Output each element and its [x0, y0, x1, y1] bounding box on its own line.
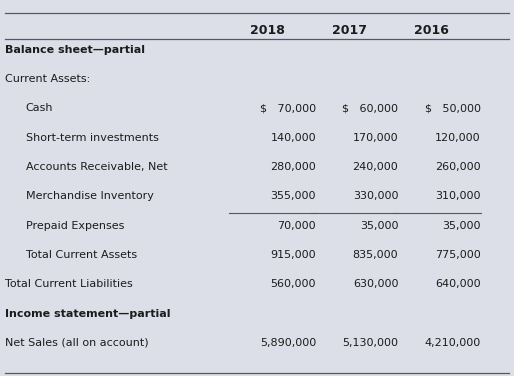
Text: 310,000: 310,000 [435, 191, 481, 201]
Text: Accounts Receivable, Net: Accounts Receivable, Net [26, 162, 168, 172]
Text: 5,130,000: 5,130,000 [342, 338, 398, 348]
Text: $   60,000: $ 60,000 [342, 103, 398, 113]
Text: 330,000: 330,000 [353, 191, 398, 201]
Text: Balance sheet—partial: Balance sheet—partial [5, 45, 145, 55]
Text: 240,000: 240,000 [353, 162, 398, 172]
Text: $   70,000: $ 70,000 [260, 103, 316, 113]
Text: Current Assets:: Current Assets: [5, 74, 90, 84]
Text: 2018: 2018 [250, 24, 285, 37]
Text: 120,000: 120,000 [435, 133, 481, 143]
Text: Merchandise Inventory: Merchandise Inventory [26, 191, 154, 201]
Text: 2016: 2016 [414, 24, 449, 37]
Text: 280,000: 280,000 [270, 162, 316, 172]
Text: 355,000: 355,000 [270, 191, 316, 201]
Text: 560,000: 560,000 [270, 279, 316, 289]
Text: 170,000: 170,000 [353, 133, 398, 143]
Text: $   50,000: $ 50,000 [425, 103, 481, 113]
Text: Cash: Cash [26, 103, 53, 113]
Text: 640,000: 640,000 [435, 279, 481, 289]
Text: 630,000: 630,000 [353, 279, 398, 289]
Text: 5,890,000: 5,890,000 [260, 338, 316, 348]
Text: 4,210,000: 4,210,000 [425, 338, 481, 348]
Text: 260,000: 260,000 [435, 162, 481, 172]
Text: 35,000: 35,000 [360, 221, 398, 230]
Text: 915,000: 915,000 [270, 250, 316, 260]
Text: Income statement—partial: Income statement—partial [5, 309, 171, 318]
Text: Net Sales (all on account): Net Sales (all on account) [5, 338, 149, 348]
Text: 2017: 2017 [332, 24, 367, 37]
Text: 35,000: 35,000 [442, 221, 481, 230]
Text: Prepaid Expenses: Prepaid Expenses [26, 221, 124, 230]
Text: 775,000: 775,000 [435, 250, 481, 260]
Text: 70,000: 70,000 [278, 221, 316, 230]
Text: Total Current Assets: Total Current Assets [26, 250, 137, 260]
Text: Short-term investments: Short-term investments [26, 133, 159, 143]
Text: 835,000: 835,000 [353, 250, 398, 260]
Text: 140,000: 140,000 [270, 133, 316, 143]
Text: Total Current Liabilities: Total Current Liabilities [5, 279, 133, 289]
